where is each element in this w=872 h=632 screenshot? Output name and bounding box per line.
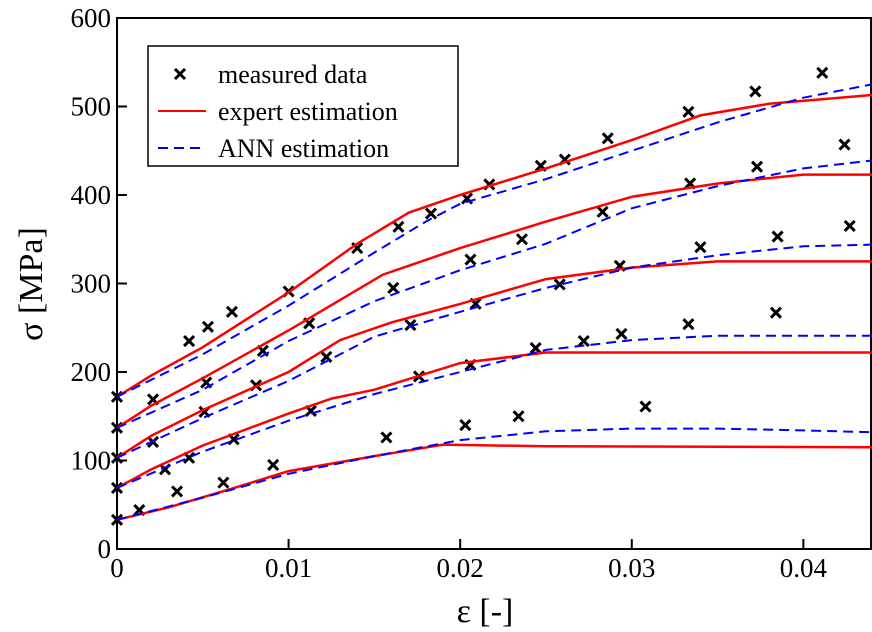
- marker: [380, 431, 393, 444]
- y-tick-label: 600: [71, 3, 112, 33]
- y-tick-label: 300: [71, 269, 112, 299]
- marker: [459, 419, 472, 432]
- marker: [769, 306, 782, 319]
- marker: [771, 230, 784, 243]
- marker: [424, 207, 438, 220]
- marker: [596, 205, 609, 218]
- y-axis-label: σ [MPa]: [13, 227, 50, 341]
- marker: [392, 220, 405, 233]
- marker: [529, 342, 542, 355]
- marker: [694, 241, 707, 254]
- x-tick-label: 0.04: [780, 553, 828, 583]
- marker: [387, 281, 400, 294]
- marker: [267, 458, 280, 471]
- y-tick-label: 400: [71, 180, 112, 210]
- legend-box: [147, 45, 459, 167]
- marker: [217, 476, 230, 489]
- marker: [639, 400, 652, 413]
- marker: [512, 410, 525, 423]
- marker: [601, 132, 614, 145]
- marker: [682, 105, 695, 118]
- marker: [515, 233, 529, 246]
- series-line: [116, 93, 872, 522]
- marker: [749, 85, 762, 98]
- marker: [404, 319, 417, 332]
- marker: [183, 334, 196, 348]
- marker: [816, 66, 829, 79]
- y-tick-label: 200: [71, 357, 112, 387]
- x-tick-label: 0: [110, 553, 124, 583]
- y-tick-label: 0: [98, 534, 112, 564]
- y-tick-label: 100: [71, 446, 112, 476]
- legend-marker: [173, 67, 187, 81]
- marker: [615, 327, 628, 341]
- x-tick-label: 0.02: [437, 553, 484, 583]
- marker: [110, 481, 124, 494]
- marker: [577, 334, 590, 348]
- x-axis-label: ε [-]: [457, 593, 514, 630]
- marker: [838, 138, 851, 151]
- x-tick-label: 0.03: [608, 553, 655, 583]
- y-tick-label: 500: [71, 92, 112, 122]
- marker: [225, 305, 239, 318]
- x-tick-label: 0.01: [265, 553, 312, 583]
- marker: [464, 253, 477, 266]
- plot-area: [110, 66, 872, 526]
- marker: [682, 318, 695, 331]
- marker: [320, 350, 333, 364]
- marker: [750, 160, 764, 173]
- marker: [201, 320, 215, 333]
- legend-label: measured data: [218, 60, 368, 89]
- series-line: [116, 83, 872, 521]
- marker: [843, 219, 856, 233]
- legend-label: expert estimation: [218, 97, 398, 126]
- marker: [170, 485, 184, 498]
- legend-label: ANN estimation: [218, 134, 389, 163]
- marker: [553, 278, 566, 291]
